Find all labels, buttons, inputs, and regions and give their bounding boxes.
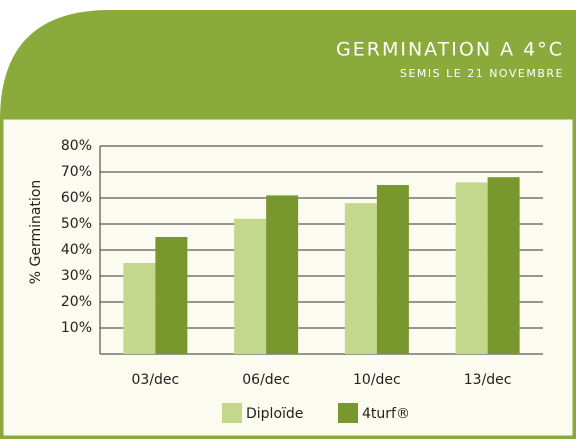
bar: [234, 218, 267, 354]
x-tick-label: 03/dec: [132, 372, 180, 388]
y-tick-label: 80%: [61, 138, 92, 154]
chart-subtitle: SEMIS LE 21 NOVEMBRE: [400, 67, 564, 80]
bar: [266, 195, 299, 354]
y-tick-label: 60%: [61, 190, 92, 206]
y-tick-label: 70%: [61, 164, 92, 180]
legend-swatch: [222, 403, 242, 423]
chart-title: GERMINATION A 4°C: [336, 39, 564, 61]
y-tick-label: 10%: [61, 320, 92, 336]
y-tick-label: 50%: [61, 216, 92, 232]
bar: [455, 182, 488, 354]
legend-swatch: [338, 403, 358, 423]
x-tick-label: 06/dec: [242, 372, 290, 388]
bar: [123, 263, 156, 354]
legend-label: Diploïde: [246, 406, 303, 422]
bar: [155, 237, 188, 354]
x-tick-label: 13/dec: [464, 372, 512, 388]
y-tick-label: 30%: [61, 268, 92, 284]
bar: [344, 203, 377, 354]
y-axis-label: % Germination: [28, 180, 44, 285]
bar: [487, 177, 520, 354]
y-tick-label: 20%: [61, 294, 92, 310]
y-tick-label: 40%: [61, 242, 92, 258]
bar: [376, 185, 409, 354]
x-tick-label: 10/dec: [353, 372, 401, 388]
legend-label: 4turf®: [362, 406, 410, 422]
